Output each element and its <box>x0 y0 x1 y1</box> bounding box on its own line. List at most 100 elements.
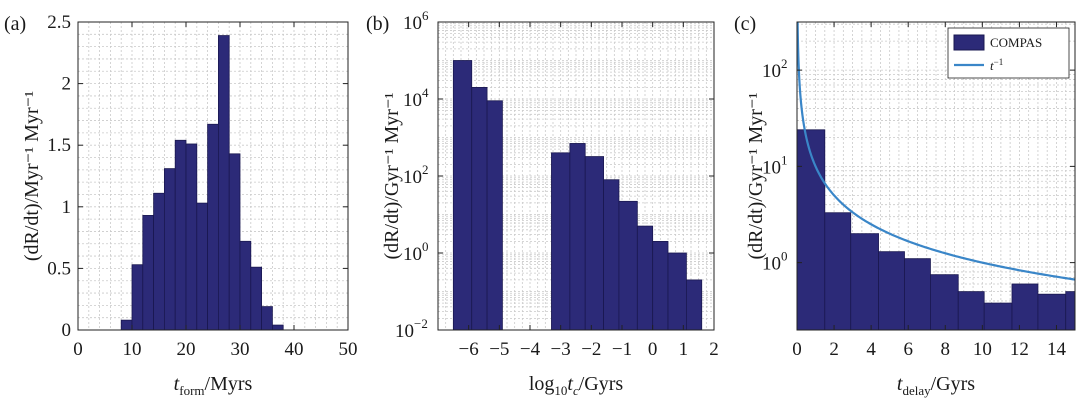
x-tick-label: 50 <box>339 339 358 360</box>
y-tick-label: 10 <box>403 244 422 265</box>
panel-a: 0 10 20 30 40 50 0 0.5 1 1.5 2 2.5 (a) (dR/dt)/Myr⁻¹ … <box>4 12 358 398</box>
bar-c-7 <box>983 302 1013 330</box>
x-tick-label: 6 <box>903 339 913 360</box>
bar-a-6 <box>185 143 198 330</box>
y-axis-label-c: (dR/dt)/Gyr⁻¹ Myr⁻¹ <box>745 93 767 260</box>
y-tick-exponent: −2 <box>414 316 428 331</box>
y-tick-label: 2 <box>62 74 72 95</box>
bar-c-9 <box>1037 293 1067 330</box>
bar-c-5 <box>930 274 959 330</box>
legend-label-compas: COMPAS <box>990 35 1042 50</box>
x-ticks-b: −6 −5 −4 −3 −2 −1 0 1 2 <box>459 22 719 360</box>
bar-a-3 <box>153 192 165 330</box>
curve-t-inverse <box>797 22 1075 281</box>
y-tick-exponent: 2 <box>781 56 788 71</box>
x-tick-label: 14 <box>1047 339 1067 360</box>
y-tick-exponent: 6 <box>422 8 429 23</box>
y-axis-label-a: (dR/dt)/Myr⁻¹ Myr⁻¹ <box>21 91 43 261</box>
y-tick-label: 0 <box>62 320 72 341</box>
y-tick-label: 10 <box>762 157 781 178</box>
axes-frame-c <box>796 21 1076 331</box>
x-tick-label: −3 <box>551 339 571 360</box>
bar-a-10 <box>228 153 241 330</box>
y-tick-exponent: 1 <box>781 152 788 167</box>
x-tick-label: 1 <box>679 339 689 360</box>
bars-a <box>120 35 284 330</box>
bar-a-11 <box>239 240 252 330</box>
y-tick-label: 1.5 <box>47 135 71 156</box>
bar-b-11 <box>686 279 703 330</box>
x-tick-label: −5 <box>489 339 509 360</box>
bar-b-10 <box>667 252 687 330</box>
bars-c <box>797 129 1075 330</box>
bar-a-8 <box>207 123 219 330</box>
y-axis-label-b: (dR/dt)/Gyr⁻¹ Myr⁻¹ <box>381 93 403 260</box>
x-tick-label: 12 <box>1010 339 1029 360</box>
bar-b-1 <box>471 87 488 330</box>
y-tick-label: 1 <box>62 197 72 218</box>
y-tick-label: 0.5 <box>47 258 71 279</box>
y-tick-exponent: 0 <box>781 249 788 264</box>
legend: COMPAS t−1 <box>947 27 1070 79</box>
bar-c-1 <box>824 212 852 330</box>
x-axis-label-b: log10tc/Gyrs <box>529 373 624 398</box>
legend-label-t-inverse: t−1 <box>990 57 1003 73</box>
x-tick-label: 8 <box>941 339 951 360</box>
x-axis-label-a: tform/Myrs <box>174 373 253 398</box>
x-axis-label-c: tdelay/Gyrs <box>897 373 975 398</box>
bar-c-3 <box>878 251 905 330</box>
bar-a-14 <box>271 324 284 330</box>
x-tick-label: 0 <box>792 339 802 360</box>
panel-label-a: (a) <box>4 13 26 35</box>
y-tick-label: 10 <box>762 254 781 275</box>
bar-a-7 <box>196 202 209 330</box>
bar-c-2 <box>850 233 879 330</box>
bar-a-2 <box>142 215 155 330</box>
bar-a-12 <box>250 266 263 330</box>
bar-b-3 <box>551 152 571 330</box>
x-tick-label: 2 <box>829 339 839 360</box>
y-tick-label: 10 <box>403 90 422 111</box>
bar-c-6 <box>957 291 985 330</box>
bar-c-0 <box>797 129 826 330</box>
x-tick-label: 4 <box>866 339 876 360</box>
bar-b-5 <box>584 156 605 330</box>
legend-swatch-bars <box>953 34 985 51</box>
bar-b-7 <box>618 200 638 330</box>
y-tick-exponent: 2 <box>422 162 429 177</box>
y-tick-exponent: 4 <box>422 85 429 100</box>
panel-label-c: (c) <box>734 13 756 35</box>
x-ticks-a: 0 10 20 30 40 50 <box>73 22 358 360</box>
panel-label-b: (b) <box>366 13 389 35</box>
bar-b-4 <box>569 143 586 330</box>
x-tick-label: 0 <box>648 339 658 360</box>
bar-c-4 <box>904 258 931 330</box>
bar-a-5 <box>174 139 187 330</box>
y-ticks-a: 0 0.5 1 1.5 2 2.5 <box>47 12 348 341</box>
x-tick-label: 10 <box>973 339 992 360</box>
x-tick-label: 10 <box>123 339 142 360</box>
x-tick-label: 40 <box>285 339 304 360</box>
bar-a-1 <box>131 264 144 330</box>
x-tick-label: −6 <box>459 339 479 360</box>
bar-a-13 <box>261 306 273 330</box>
y-tick-label: 10 <box>395 321 414 342</box>
bar-b-0 <box>452 60 473 330</box>
axes-frame-a <box>77 21 349 331</box>
bar-c-8 <box>1011 283 1039 330</box>
bar-b-9 <box>652 241 669 330</box>
x-tick-label: 2 <box>709 339 719 360</box>
bar-c-10 <box>1065 291 1075 330</box>
x-tick-label: 30 <box>231 339 250 360</box>
bars-b <box>452 60 703 330</box>
bar-b-8 <box>636 225 654 330</box>
y-tick-label: 10 <box>403 167 422 188</box>
bar-a-9 <box>217 35 230 330</box>
x-tick-label: −2 <box>581 339 601 360</box>
x-tick-label: 20 <box>177 339 196 360</box>
y-tick-label: 10 <box>762 61 781 82</box>
bar-a-0 <box>120 319 133 330</box>
